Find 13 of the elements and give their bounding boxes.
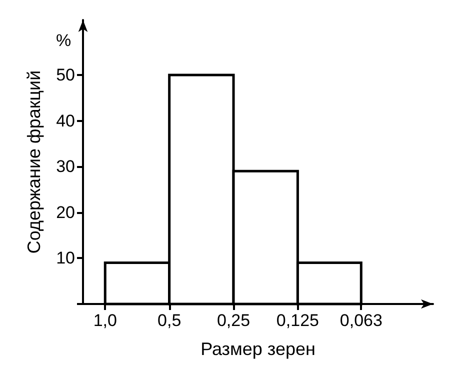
y-tick-label: 50: [56, 65, 75, 84]
x-tick-label: 1,0: [93, 311, 117, 330]
text: %: [56, 31, 72, 50]
y-tick-label: 20: [56, 202, 75, 222]
x-tick-label: 0,5: [158, 311, 182, 330]
x-tick-label: 0,125: [276, 311, 319, 330]
x-axis-title: Размер зерен: [200, 339, 316, 359]
y-axis-title: Содержание фракций: [24, 70, 44, 254]
x-tick-label: 0,25: [216, 311, 250, 330]
y-tick-label: 30: [56, 157, 75, 176]
y-tick-label: 40: [56, 111, 75, 130]
y-tick-label: 10: [56, 248, 75, 268]
x-tick-label: 0,063: [340, 311, 382, 330]
